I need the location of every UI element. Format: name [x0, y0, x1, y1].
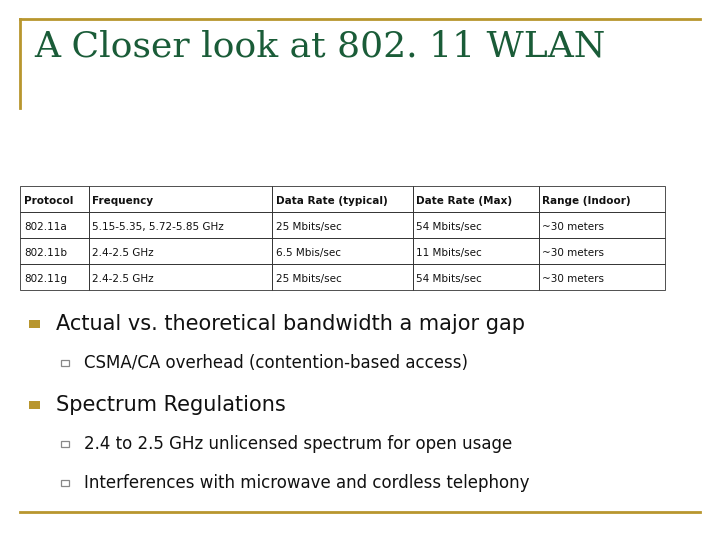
Text: ~30 meters: ~30 meters: [542, 274, 604, 284]
Bar: [272, 238, 413, 264]
Bar: [413, 238, 539, 264]
Text: 802.11g: 802.11g: [24, 274, 67, 284]
Bar: [20, 264, 89, 290]
Text: 802.11b: 802.11b: [24, 248, 67, 258]
Bar: [20, 238, 89, 264]
Bar: [413, 186, 539, 212]
Bar: [29, 320, 40, 328]
Text: ~30 meters: ~30 meters: [542, 248, 604, 258]
Text: Protocol: Protocol: [24, 197, 73, 206]
Bar: [539, 238, 665, 264]
Text: CSMA/CA overhead (contention-based access): CSMA/CA overhead (contention-based acces…: [84, 354, 467, 372]
Text: 6.5 Mbis/sec: 6.5 Mbis/sec: [276, 248, 341, 258]
Text: 25 Mbits/sec: 25 Mbits/sec: [276, 274, 341, 284]
Text: Range (Indoor): Range (Indoor): [542, 197, 631, 206]
Bar: [89, 212, 272, 238]
Bar: [413, 264, 539, 290]
Text: ~30 meters: ~30 meters: [542, 222, 604, 232]
Text: 54 Mbits/sec: 54 Mbits/sec: [416, 222, 482, 232]
Bar: [89, 264, 272, 290]
Bar: [61, 360, 69, 366]
Text: 802.11a: 802.11a: [24, 222, 66, 232]
Bar: [413, 212, 539, 238]
Bar: [539, 186, 665, 212]
Bar: [20, 186, 89, 212]
Text: 2.4-2.5 GHz: 2.4-2.5 GHz: [92, 248, 154, 258]
Bar: [89, 238, 272, 264]
Bar: [20, 212, 89, 238]
Text: 2.4-2.5 GHz: 2.4-2.5 GHz: [92, 274, 154, 284]
Text: 25 Mbits/sec: 25 Mbits/sec: [276, 222, 341, 232]
Bar: [61, 441, 69, 447]
Text: Interferences with microwave and cordless telephony: Interferences with microwave and cordles…: [84, 474, 529, 492]
Text: Spectrum Regulations: Spectrum Regulations: [56, 395, 286, 415]
Text: Actual vs. theoretical bandwidth a major gap: Actual vs. theoretical bandwidth a major…: [56, 314, 525, 334]
Text: 2.4 to 2.5 GHz unlicensed spectrum for open usage: 2.4 to 2.5 GHz unlicensed spectrum for o…: [84, 435, 512, 453]
Bar: [539, 264, 665, 290]
Bar: [539, 212, 665, 238]
Text: Date Rate (Max): Date Rate (Max): [416, 197, 513, 206]
Text: 11 Mbits/sec: 11 Mbits/sec: [416, 248, 482, 258]
Bar: [272, 212, 413, 238]
Text: Data Rate (typical): Data Rate (typical): [276, 197, 387, 206]
Text: Frequency: Frequency: [92, 197, 153, 206]
Bar: [272, 186, 413, 212]
Text: 54 Mbits/sec: 54 Mbits/sec: [416, 274, 482, 284]
Bar: [29, 401, 40, 409]
Text: A Closer look at 802. 11 WLAN: A Closer look at 802. 11 WLAN: [35, 30, 606, 64]
Bar: [272, 264, 413, 290]
Text: 5.15-5.35, 5.72-5.85 GHz: 5.15-5.35, 5.72-5.85 GHz: [92, 222, 224, 232]
Bar: [61, 480, 69, 486]
Bar: [89, 186, 272, 212]
